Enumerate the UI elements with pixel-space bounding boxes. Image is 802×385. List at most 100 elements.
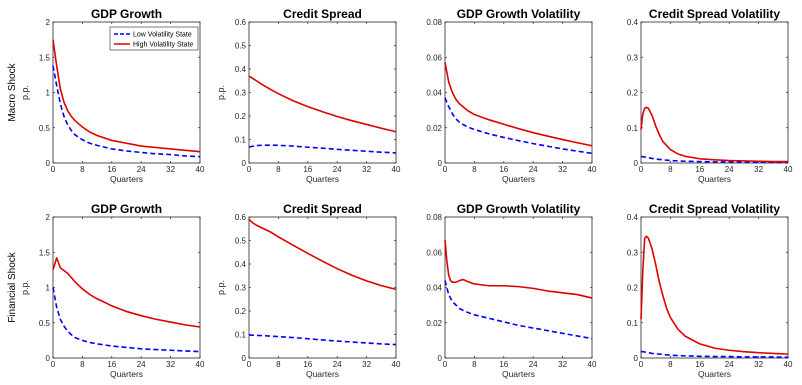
x-tick-label: 24 xyxy=(333,165,342,174)
series-line-low-volatility xyxy=(248,334,397,346)
x-tick-label: 32 xyxy=(166,165,175,174)
y-tick-label: 0.02 xyxy=(426,124,442,133)
x-tick-label: 8 xyxy=(80,360,85,369)
plot-area xyxy=(444,216,593,359)
series-line-high-volatility xyxy=(444,62,593,147)
x-axis-label: Quarters xyxy=(306,174,339,184)
y-axis-label: p.p. xyxy=(20,280,30,295)
y-tick-label: 0.04 xyxy=(426,89,442,98)
x-tick-label: 0 xyxy=(51,360,56,369)
x-axis-label: Quarters xyxy=(306,369,339,379)
panel-financial-credit-spread-volatility: Credit Spread Volatility 0 8 16 24 32 40 0 0.1 0.… xyxy=(627,202,793,379)
series-line-high-volatility xyxy=(52,257,201,328)
x-tick-label: 40 xyxy=(196,360,205,369)
series-line-high-volatility xyxy=(248,218,397,291)
y-tick-label: 0 xyxy=(242,159,247,168)
x-tick-label: 40 xyxy=(392,360,401,369)
y-tick-label: 0.4 xyxy=(235,65,247,74)
x-tick-label: 32 xyxy=(166,360,175,369)
series-line-high-volatility xyxy=(52,39,201,153)
x-tick-label: 24 xyxy=(725,165,734,174)
y-tick-label: 0.1 xyxy=(235,331,247,340)
x-tick-label: 40 xyxy=(392,165,401,174)
y-tick-label: 0 xyxy=(242,354,247,363)
x-tick-label: 8 xyxy=(668,360,673,369)
panel-title: GDP Growth Volatility xyxy=(457,202,581,216)
panel-macro-credit-spread: Credit Spread 0 8 16 24 32 40 0 0.1 0.2 0.3 0.4 0.5 0… xyxy=(216,7,401,184)
y-tick-label: 0.4 xyxy=(235,260,247,269)
panel-financial-gdp-growth: GDP Growth 0 8 16 24 32 40 0 0.5 1 1.5 2 Quarters p.p… xyxy=(20,202,205,379)
x-tick-label: 0 xyxy=(51,165,56,174)
series-line-high-volatility xyxy=(640,106,788,163)
y-tick-label: 0.04 xyxy=(426,284,442,293)
panel-title: GDP Growth xyxy=(91,7,162,21)
y-tick-label: 0.1 xyxy=(627,319,639,328)
x-tick-label: 40 xyxy=(588,360,597,369)
y-tick-label: 0 xyxy=(438,159,443,168)
x-tick-label: 32 xyxy=(754,165,763,174)
x-tick-label: 16 xyxy=(303,360,312,369)
y-tick-label: 0.06 xyxy=(426,53,442,62)
y-tick-label: 0.5 xyxy=(39,319,51,328)
panel-financial-credit-spread: Credit Spread 0 8 16 24 32 40 0 0.1 0.2 0.3 0.4 0.5 0… xyxy=(216,202,401,379)
panel-title: Credit Spread Volatility xyxy=(649,7,780,21)
y-tick-label: 0.06 xyxy=(426,248,442,257)
y-tick-label: 0 xyxy=(438,354,443,363)
x-tick-label: 24 xyxy=(137,165,146,174)
y-tick-label: 0 xyxy=(46,354,51,363)
y-tick-label: 0.4 xyxy=(627,213,639,222)
panel-title: Credit Spread xyxy=(283,7,362,21)
series-line-high-volatility xyxy=(444,239,593,299)
y-tick-label: 0.08 xyxy=(426,213,442,222)
x-tick-label: 0 xyxy=(443,165,448,174)
plot-area xyxy=(248,21,397,164)
y-tick-label: 0.4 xyxy=(627,18,639,27)
y-tick-label: 0.08 xyxy=(426,18,442,27)
y-tick-label: 2 xyxy=(46,213,51,222)
y-tick-label: 0 xyxy=(634,159,639,168)
series-line-high-volatility xyxy=(248,75,397,133)
plot-area xyxy=(640,216,789,359)
y-axis-label: p.p. xyxy=(20,85,30,100)
x-tick-label: 40 xyxy=(196,165,205,174)
series-line-low-volatility xyxy=(444,280,593,340)
x-tick-label: 24 xyxy=(725,360,734,369)
x-axis-label: Quarters xyxy=(110,174,143,184)
x-tick-label: 40 xyxy=(784,360,793,369)
x-tick-label: 8 xyxy=(80,165,85,174)
x-tick-label: 0 xyxy=(443,360,448,369)
x-tick-label: 16 xyxy=(107,360,116,369)
x-tick-label: 24 xyxy=(137,360,146,369)
x-tick-label: 16 xyxy=(499,360,508,369)
y-axis-label: p.p. xyxy=(216,280,226,295)
x-axis-label: Quarters xyxy=(502,174,535,184)
x-tick-label: 24 xyxy=(529,165,538,174)
y-tick-label: 0 xyxy=(46,159,51,168)
x-tick-label: 0 xyxy=(639,165,644,174)
x-axis-label: Quarters xyxy=(110,369,143,379)
x-tick-label: 0 xyxy=(247,165,252,174)
legend-box xyxy=(109,26,199,51)
panel-title: Credit Spread xyxy=(283,202,362,216)
x-tick-label: 16 xyxy=(499,165,508,174)
y-tick-label: 0.5 xyxy=(39,124,51,133)
x-tick-label: 8 xyxy=(472,165,477,174)
row-label-macro: Macro Shock xyxy=(7,62,18,121)
legend: Low Volatility State High Volatility Stat… xyxy=(109,26,199,51)
x-tick-label: 32 xyxy=(362,360,371,369)
x-tick-label: 24 xyxy=(333,360,342,369)
y-tick-label: 0.5 xyxy=(235,237,247,246)
x-tick-label: 0 xyxy=(247,360,252,369)
y-tick-label: 1.5 xyxy=(39,53,51,62)
panel-title: GDP Growth xyxy=(91,202,162,216)
y-tick-label: 0.2 xyxy=(235,307,247,316)
x-tick-label: 40 xyxy=(588,165,597,174)
y-tick-label: 0.3 xyxy=(235,89,247,98)
x-tick-label: 8 xyxy=(276,360,281,369)
panel-title: GDP Growth Volatility xyxy=(457,7,581,21)
plot-area xyxy=(640,21,789,164)
panel-financial-gdp-growth-volatility: GDP Growth Volatility 0 8 16 24 32 40 0 0.02 0.04… xyxy=(426,202,597,379)
series-line-low-volatility xyxy=(52,65,201,158)
y-tick-label: 1.5 xyxy=(39,248,51,257)
